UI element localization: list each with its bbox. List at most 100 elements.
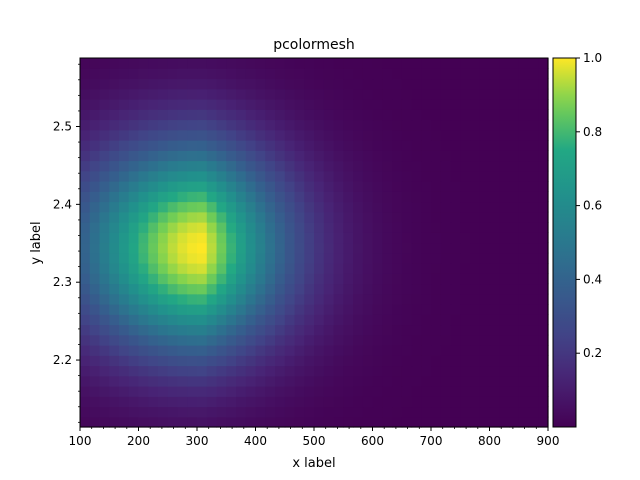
heatmap-cell	[460, 386, 471, 397]
heatmap-cell	[499, 109, 510, 121]
heatmap-cell	[80, 416, 91, 428]
heatmap-cell	[294, 181, 305, 192]
heatmap-cell	[89, 355, 101, 367]
heatmap-cell	[392, 242, 403, 254]
heatmap-cell	[138, 150, 149, 162]
heatmap-cell	[431, 181, 442, 192]
heatmap-cell	[421, 293, 432, 305]
heatmap-cell	[382, 304, 393, 315]
heatmap-cell	[489, 181, 500, 192]
heatmap-cell	[158, 58, 169, 69]
heatmap-cell	[128, 345, 140, 356]
heatmap-cell	[450, 242, 461, 254]
heatmap-cell	[89, 242, 101, 254]
heatmap-cell	[119, 406, 130, 418]
heatmap-cell	[284, 129, 296, 141]
heatmap-cell	[236, 355, 247, 367]
heatmap-cell	[138, 58, 149, 69]
heatmap-cell	[128, 304, 140, 315]
heatmap-cell	[187, 150, 198, 162]
heatmap-cell	[158, 416, 169, 428]
heatmap-cell	[343, 293, 354, 305]
heatmap-cell	[167, 88, 179, 100]
heatmap-cell	[236, 140, 247, 151]
heatmap-cell	[333, 140, 344, 151]
heatmap-cell	[382, 170, 393, 182]
heatmap-cell	[372, 252, 383, 264]
heatmap-cell	[80, 129, 91, 141]
heatmap-cell	[284, 416, 296, 428]
heatmap-cell	[440, 68, 452, 80]
heatmap-cell	[294, 365, 305, 377]
heatmap-cell	[148, 375, 159, 387]
heatmap-cell	[518, 88, 530, 100]
heatmap-cell	[323, 68, 335, 80]
heatmap-cell	[431, 99, 442, 110]
heatmap-cell	[392, 129, 403, 141]
heatmap-cell	[284, 150, 296, 162]
heatmap-cell	[421, 314, 432, 326]
heatmap-cell	[470, 375, 481, 387]
heatmap-cell	[460, 232, 471, 244]
heatmap-cell	[158, 170, 169, 182]
heatmap-cell	[216, 211, 227, 223]
x-axis: 100 200 300 400 500 600 700 800 900	[69, 427, 559, 448]
heatmap-cell	[362, 68, 374, 80]
heatmap-cell	[343, 386, 354, 397]
heatmap-cell	[382, 252, 393, 264]
heatmap-cell	[109, 365, 120, 377]
heatmap-cell	[158, 201, 169, 213]
heatmap-cell	[80, 181, 91, 192]
heatmap-cell	[236, 396, 247, 408]
heatmap-cell	[245, 99, 257, 110]
heatmap-cell	[323, 365, 335, 377]
heatmap-cell	[294, 293, 305, 305]
heatmap-cell	[245, 406, 257, 418]
heatmap-cell	[353, 273, 364, 285]
heatmap-cell	[538, 304, 549, 315]
heatmap-cell	[528, 386, 539, 397]
heatmap-cell	[284, 242, 296, 254]
heatmap-cell	[440, 222, 452, 233]
heatmap-cell	[362, 345, 374, 356]
heatmap-cell	[197, 140, 208, 151]
heatmap-cell	[431, 109, 442, 121]
heatmap-cell	[275, 78, 286, 90]
heatmap-cell	[343, 232, 354, 244]
heatmap-cell	[479, 109, 491, 121]
x-tick-label: 300	[186, 434, 209, 448]
heatmap-cell	[518, 375, 530, 387]
heatmap-cell	[187, 160, 198, 172]
heatmap-cell	[470, 140, 481, 151]
heatmap-cell	[265, 365, 276, 377]
heatmap-cell	[362, 263, 374, 274]
heatmap-cell	[362, 160, 374, 172]
heatmap-cell	[411, 396, 422, 408]
heatmap-cell	[411, 365, 422, 377]
heatmap-cell	[294, 222, 305, 233]
heatmap-cell	[177, 355, 188, 367]
heatmap-cell	[401, 273, 413, 285]
heatmap-cell	[411, 345, 422, 356]
heatmap-cell	[538, 334, 549, 346]
heatmap-cell	[138, 375, 149, 387]
heatmap-cell	[304, 375, 315, 387]
heatmap-cell	[206, 129, 218, 141]
heatmap-cell	[197, 88, 208, 100]
heatmap-cell	[255, 324, 266, 336]
heatmap-cell	[167, 345, 179, 356]
heatmap-cell	[470, 252, 481, 264]
heatmap-cell	[343, 150, 354, 162]
heatmap-cell	[255, 365, 266, 377]
heatmap-cell	[372, 365, 383, 377]
heatmap-cell	[353, 252, 364, 264]
heatmap-cell	[294, 324, 305, 336]
heatmap-cell	[323, 150, 335, 162]
heatmap-cell	[333, 160, 344, 172]
heatmap-cell	[245, 129, 257, 141]
heatmap-cell	[489, 232, 500, 244]
heatmap-cell	[382, 222, 393, 233]
heatmap-cell	[314, 150, 325, 162]
heatmap-cell	[489, 88, 500, 100]
heatmap-cell	[275, 365, 286, 377]
